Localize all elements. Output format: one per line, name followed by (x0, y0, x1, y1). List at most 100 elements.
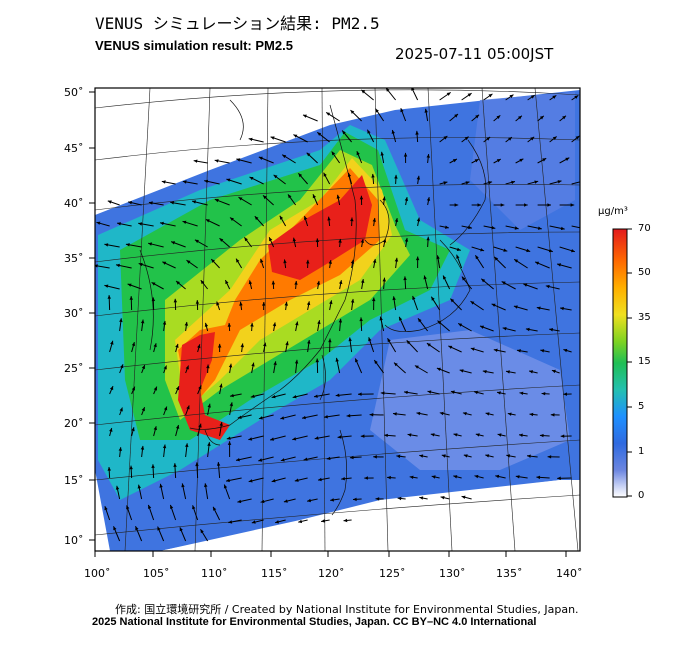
wind-arrow-head (280, 458, 285, 462)
wind-arrow-head (207, 403, 211, 408)
wind-arrow-head (507, 412, 512, 416)
wind-arrow-head (227, 323, 231, 327)
wind-arrow-head (131, 386, 135, 391)
wind-arrow-head (539, 433, 544, 438)
wind-arrow-head (283, 259, 287, 264)
wind-arrow-head (394, 362, 398, 367)
wind-arrow-head (404, 390, 408, 395)
wind-arrow-head (514, 259, 519, 263)
wind-arrow-head (534, 180, 539, 184)
wind-arrow-head (426, 197, 431, 201)
wind-arrow-head (570, 203, 575, 207)
wind-arrow-head (204, 483, 208, 488)
wind-arrow-head (151, 282, 156, 286)
wind-arrow-head (230, 217, 234, 221)
wind-arrow-head (557, 476, 561, 480)
wind-arrow-head (204, 322, 209, 327)
wind-arrow-head (368, 337, 372, 342)
wind-arrow-head (548, 248, 553, 253)
wind-arrow-head (380, 391, 385, 395)
wind-arrow-head (347, 173, 352, 177)
wind-arrow-head (254, 216, 259, 220)
wind-arrow-head (361, 89, 366, 94)
wind-arrow-head (503, 248, 508, 252)
lat-label: 15˚ (64, 474, 84, 487)
wind-arrow-head (477, 203, 482, 207)
wind-arrow-head (219, 383, 223, 388)
wind-arrow-head (530, 136, 535, 141)
wind-arrow-head (392, 296, 396, 301)
wind-arrow-head (350, 217, 354, 222)
wind-arrow-head (550, 413, 555, 417)
wind-arrow-head (501, 281, 506, 285)
wind-arrow-head (326, 112, 331, 116)
lat-label: 40˚ (64, 197, 84, 210)
wind-arrow-head (419, 496, 424, 500)
wind-arrow-head (185, 443, 189, 447)
wind-arrow-head (387, 475, 391, 480)
wind-arrow-head (436, 367, 441, 371)
wind-arrow-head (205, 219, 210, 223)
wind-arrow-head (250, 322, 254, 327)
wind-arrow-head (327, 216, 331, 221)
wind-arrow-head (394, 174, 398, 179)
wind-arrow-head (125, 243, 130, 247)
wind-arrow-head (153, 386, 157, 391)
wind-arrow-head (240, 343, 244, 348)
wind-arrow-head (151, 464, 155, 468)
wind-arrow-head (404, 197, 409, 201)
wind-arrow-head (298, 519, 303, 524)
wind-arrow-head (229, 402, 233, 407)
wind-arrow-head (329, 300, 333, 305)
wind-arrow-head (206, 364, 210, 369)
wind-arrow-head (198, 423, 202, 428)
wind-arrow-head (396, 454, 401, 459)
wind-arrow-head (536, 475, 541, 480)
wind-arrow-head (517, 349, 521, 353)
wind-arrow-head (109, 386, 114, 391)
wind-arrow-head (453, 475, 458, 479)
wind-arrow-head (491, 303, 496, 307)
wind-arrow-head (394, 218, 399, 222)
wind-arrow-head (113, 526, 117, 531)
wind-arrow-head (506, 454, 511, 458)
lat-label: 10˚ (64, 534, 84, 547)
wind-arrow-head (226, 478, 230, 483)
wind-arrow-head (360, 239, 365, 243)
wind-arrow-head (216, 301, 220, 306)
colorbar-label: 70 (638, 223, 651, 234)
wind-arrow-head (581, 180, 585, 183)
wind-arrow-head (238, 197, 243, 201)
wind-arrow-head (515, 475, 520, 479)
wind-arrow-head (530, 95, 535, 99)
wind-arrow-head (560, 306, 564, 311)
wind-arrow-head (524, 203, 528, 207)
wind-arrow-head (474, 390, 478, 395)
wind-arrow-head (361, 279, 365, 283)
wind-arrow-head (453, 433, 458, 437)
wind-arrow-head (303, 216, 308, 220)
wind-arrow-head (271, 479, 276, 483)
wind-arrow-head (406, 340, 411, 345)
wind-arrow-head (228, 363, 233, 368)
wind-arrow-head (467, 93, 472, 97)
wind-arrow-head (537, 226, 542, 230)
credit-line: 作成: 国立環境研究所 / Created by National Instit… (115, 603, 579, 616)
wind-arrow-head (372, 297, 376, 302)
wind-arrow-head (140, 319, 145, 324)
wind-arrow-head (271, 280, 276, 285)
concentration-field (95, 88, 580, 551)
wind-arrow-head (375, 497, 380, 501)
wind-arrow-head (496, 115, 501, 119)
wind-arrow-head (372, 259, 377, 263)
wind-arrow-head (526, 248, 531, 253)
wind-arrow-head (475, 433, 480, 437)
wind-arrow-head (540, 349, 545, 353)
wind-arrow-head (513, 305, 518, 309)
wind-arrow-head (461, 495, 466, 499)
wind-arrow-head (371, 173, 375, 178)
wind-arrow-head (307, 340, 311, 344)
wind-arrow-head (175, 343, 179, 348)
wind-arrow-head (336, 194, 340, 199)
